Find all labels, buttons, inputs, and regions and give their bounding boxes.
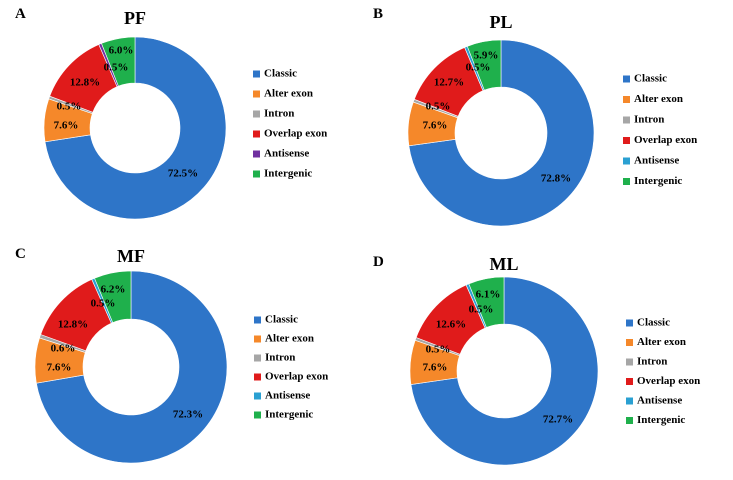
- legend-swatch-classic: [626, 319, 633, 327]
- panel-letter: D: [373, 254, 384, 270]
- legend-swatch-classic: [254, 316, 261, 324]
- legend-swatch-alter-exon: [623, 96, 630, 103]
- legend-swatch-antisense: [253, 150, 260, 158]
- slice-intergenic: [468, 276, 505, 328]
- donut-panel-b: B PL72.8%7.6%0.5%12.7%0.5%5.9%ClassicAlte…: [373, 6, 697, 227]
- legend-swatch-overlap-exon: [254, 373, 261, 381]
- legend-label-antisense: Antisense: [264, 148, 309, 160]
- legend-label-overlap-exon: Overlap exon: [637, 375, 700, 387]
- legend-swatch-intergenic: [253, 170, 260, 178]
- panel-letter: C: [15, 246, 26, 262]
- legend-swatch-intron: [623, 116, 630, 124]
- data-label-intergenic: 6.2%: [101, 284, 126, 296]
- data-label-intron: 0.5%: [426, 101, 451, 113]
- panel-title: MF: [117, 246, 145, 266]
- data-label-overlap-exon: 12.8%: [70, 77, 100, 89]
- donut-panel-c: C MF 72.3% 7.6% 0.6% 12.8%0.5% 6.2% Classic Alte…: [15, 246, 328, 464]
- data-label-alter-exon: 7.6%: [54, 120, 79, 132]
- data-label-overlap-exon: 12.6%: [436, 319, 466, 331]
- legend-swatch-classic: [253, 70, 260, 78]
- legend-swatch-overlap-exon: [623, 137, 630, 144]
- legend-swatch-antisense: [254, 392, 261, 400]
- legend-label-classic: Classic: [634, 73, 667, 85]
- data-label-alter-exon: 7.6%: [423, 120, 448, 132]
- legend-label-overlap-exon: Overlap exon: [265, 371, 328, 383]
- donut-panel-a: A PF 72.5% 7.6% 0.5% 12.8% 0.5% 6.0% Classic Alte…: [15, 6, 327, 220]
- legend-swatch-alter-exon: [626, 339, 633, 346]
- legend-swatch-intergenic: [626, 417, 633, 424]
- legend-label-alter-exon: Alter exon: [637, 336, 686, 348]
- legend-swatch-alter-exon: [254, 335, 261, 343]
- data-label-classic: 72.5%: [168, 168, 198, 180]
- slice-classic: [36, 270, 228, 464]
- legend-swatch-intergenic: [623, 178, 630, 185]
- legend-label-intron: Intron: [264, 108, 294, 120]
- legend-label-classic: Classic: [264, 68, 297, 80]
- panel-title: PF: [124, 8, 146, 28]
- legend-label-antisense: Antisense: [637, 395, 682, 407]
- legend-label-intergenic: Intergenic: [634, 175, 682, 187]
- donut-panel-d: D ML72.7%7.6%0.5%12.6%0.5%6.1%ClassicAlte…: [373, 254, 700, 466]
- legend-swatch-classic: [623, 75, 630, 83]
- data-label-overlap-exon: 12.7%: [434, 77, 464, 89]
- data-label-intergenic: 5.9%: [474, 50, 499, 62]
- data-label-classic: 72.3%: [173, 409, 203, 421]
- legend-swatch-intergenic: [254, 411, 261, 419]
- legend-label-overlap-exon: Overlap exon: [264, 128, 327, 140]
- panel-title: ML: [490, 254, 519, 274]
- legend-label-alter-exon: Alter exon: [265, 333, 314, 345]
- data-label-intergenic: 6.1%: [476, 289, 501, 301]
- legend-label-intergenic: Intergenic: [637, 414, 685, 426]
- legend-label-intergenic: Intergenic: [264, 168, 312, 180]
- legend-label-intergenic: Intergenic: [265, 409, 313, 421]
- legend-swatch-overlap-exon: [626, 378, 633, 385]
- legend-swatch-overlap-exon: [253, 130, 260, 138]
- legend: Classic Alter exon Intron Overlap exon Antis…: [626, 317, 700, 426]
- legend-label-classic: Classic: [265, 314, 298, 326]
- data-label-classic: 72.7%: [543, 414, 573, 426]
- legend-label-antisense: Antisense: [265, 390, 310, 402]
- data-label-antisense: 0.5%: [91, 298, 116, 310]
- data-label-alter-exon: 7.6%: [47, 362, 72, 374]
- data-label-intron: 0.6%: [51, 343, 76, 355]
- legend-label-alter-exon: Alter exon: [264, 88, 313, 100]
- legend: Classic Alter exon Intron Overlap exon Antis…: [254, 314, 328, 421]
- slice-intergenic: [101, 36, 136, 87]
- data-label-alter-exon: 7.6%: [423, 362, 448, 374]
- slice-intergenic: [94, 270, 132, 323]
- panel-title: PL: [489, 12, 512, 32]
- legend-swatch-alter-exon: [253, 90, 260, 98]
- data-label-overlap-exon: 12.8%: [58, 319, 88, 331]
- legend-label-classic: Classic: [637, 317, 670, 329]
- slice-intergenic: [466, 39, 502, 91]
- legend-swatch-intron: [253, 110, 260, 118]
- legend-swatch-intron: [626, 358, 633, 366]
- legend-label-intron: Intron: [634, 114, 664, 126]
- data-label-antisense: 0.5%: [469, 304, 494, 316]
- legend-swatch-intron: [254, 354, 261, 362]
- legend-swatch-antisense: [626, 397, 633, 405]
- slice-classic: [44, 36, 227, 220]
- legend-label-antisense: Antisense: [634, 155, 679, 167]
- data-label-classic: 72.8%: [541, 173, 571, 185]
- legend-label-intron: Intron: [265, 352, 295, 364]
- data-label-antisense: 0.5%: [466, 62, 491, 74]
- slice-classic: [408, 39, 595, 227]
- data-label-intron: 0.5%: [57, 101, 82, 113]
- legend-swatch-antisense: [623, 157, 630, 165]
- panel-letter: B: [373, 6, 383, 22]
- legend: Classic Alter exon Intron Overlap exon Antis…: [253, 68, 327, 180]
- data-label-intergenic: 6.0%: [109, 45, 134, 57]
- data-label-antisense: 0.5%: [104, 62, 129, 74]
- legend-label-intron: Intron: [637, 356, 667, 368]
- data-label-intron: 0.5%: [426, 344, 451, 356]
- panel-letter: A: [15, 6, 26, 22]
- legend-label-overlap-exon: Overlap exon: [634, 134, 697, 146]
- legend-label-alter-exon: Alter exon: [634, 93, 683, 105]
- legend: Classic Alter exon Intron Overlap exon Antis…: [623, 73, 697, 187]
- slice-classic: [410, 276, 599, 466]
